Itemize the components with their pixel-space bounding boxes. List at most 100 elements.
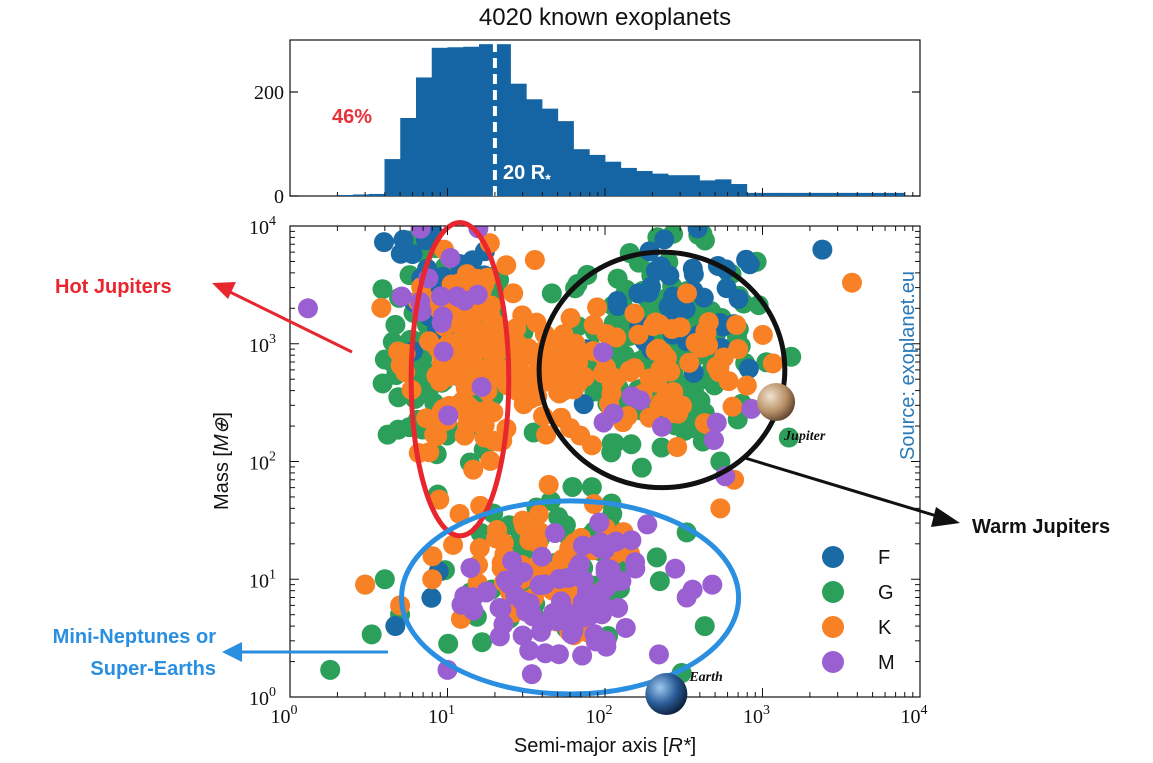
y-axis-unit: M⊕ xyxy=(211,417,233,451)
data-point-M xyxy=(593,412,614,433)
data-point-M xyxy=(545,522,566,543)
data-point-K xyxy=(628,324,649,345)
data-point-F xyxy=(687,226,708,239)
y-tick-label: 103 xyxy=(249,332,276,357)
data-point-G xyxy=(361,624,382,645)
histogram-bar xyxy=(510,83,527,196)
data-point-K xyxy=(443,534,464,555)
histogram-bar xyxy=(337,194,354,196)
earth-label: Earth xyxy=(688,670,723,685)
data-point-F xyxy=(421,587,442,608)
hot-jupiters-arrowhead xyxy=(212,282,236,299)
data-point-M xyxy=(489,597,510,618)
data-point-M xyxy=(606,531,627,552)
histogram-bar xyxy=(794,192,811,196)
data-point-G xyxy=(631,457,652,478)
data-point-K xyxy=(710,498,731,519)
callouts: Hot Jupiters Warm Jupiters Mini-Neptunes… xyxy=(53,276,1111,680)
data-point-G xyxy=(548,507,569,528)
data-point-K xyxy=(566,371,587,392)
legend-marker-K xyxy=(822,616,844,638)
histogram-y-ticks: 0 200 xyxy=(254,82,920,208)
data-point-K xyxy=(355,574,376,595)
histogram-bar xyxy=(431,47,448,196)
data-point-K xyxy=(752,324,773,345)
histogram-bar xyxy=(652,173,669,196)
histogram-y-tick-label: 200 xyxy=(254,82,284,104)
data-point-M xyxy=(665,558,686,579)
data-point-M xyxy=(502,551,523,572)
data-point-G xyxy=(694,616,715,637)
data-point-M xyxy=(625,558,646,579)
x-tick-label: 102 xyxy=(586,703,613,728)
data-point-M xyxy=(585,631,606,652)
data-point-K xyxy=(512,347,533,368)
data-point-M xyxy=(438,405,459,426)
data-point-M xyxy=(498,573,519,594)
data-point-K xyxy=(619,360,640,381)
mini-neptunes-arrowhead xyxy=(222,642,242,662)
data-point-G xyxy=(372,279,393,300)
data-point-G xyxy=(646,547,667,568)
data-point-M xyxy=(615,617,636,638)
histogram-bar xyxy=(605,161,622,196)
histogram-bar xyxy=(447,47,464,196)
x-tick-label: 100 xyxy=(271,703,298,728)
median-label-asterisk: * xyxy=(545,171,551,187)
x-axis-label-text: Semi-major axis xyxy=(514,735,657,757)
data-point-F xyxy=(374,232,395,253)
scatter-ticks xyxy=(289,226,920,698)
data-point-K xyxy=(639,368,660,389)
data-point-M xyxy=(608,597,629,618)
data-point-M xyxy=(637,514,658,535)
source-note: Source: exoplanet.eu xyxy=(897,271,919,460)
x-axis-label: Semi-major axis [R*] xyxy=(514,735,696,757)
median-label: 20 R* xyxy=(503,162,551,187)
legend-label-M: M xyxy=(878,652,895,674)
warm-jupiters-label: Warm Jupiters xyxy=(972,516,1110,538)
warm-jupiters-arrow-line xyxy=(744,456,941,519)
data-point-F xyxy=(654,229,675,250)
data-point-M xyxy=(595,562,616,583)
data-point-G xyxy=(320,659,341,680)
data-point-F xyxy=(738,358,759,379)
hot-jupiters-arrow-line xyxy=(229,290,353,354)
data-point-M xyxy=(590,538,611,559)
y-tick-label: 104 xyxy=(249,214,276,239)
legend-marker-F xyxy=(822,546,844,568)
data-point-M xyxy=(621,530,642,551)
data-point-G xyxy=(412,366,433,387)
data-point-G xyxy=(621,434,642,455)
data-point-G xyxy=(374,569,395,590)
earth-marker: Earth xyxy=(645,670,723,715)
data-point-G xyxy=(649,571,670,592)
jupiter-label: Jupiter xyxy=(783,429,826,444)
data-point-K xyxy=(451,391,472,412)
data-point-K xyxy=(762,353,783,374)
data-point-K xyxy=(419,442,440,463)
data-point-K xyxy=(472,337,493,358)
histogram-bar xyxy=(400,118,417,196)
data-point-K xyxy=(496,255,517,276)
data-point-G xyxy=(438,633,459,654)
data-point-K xyxy=(548,382,569,403)
data-point-K xyxy=(529,521,550,542)
data-point-G xyxy=(607,268,628,289)
data-point-M xyxy=(630,390,651,411)
data-point-M xyxy=(547,611,568,632)
data-point-M xyxy=(703,430,724,451)
legend-marker-M xyxy=(822,651,844,673)
legend-label-K: K xyxy=(878,617,892,639)
data-point-K xyxy=(503,283,524,304)
data-point-K xyxy=(449,503,470,524)
data-point-M xyxy=(530,621,551,642)
histogram-bar xyxy=(778,192,795,196)
data-point-M xyxy=(569,554,590,575)
data-point-K xyxy=(486,528,507,549)
data-point-K xyxy=(483,430,504,451)
data-point-K xyxy=(424,424,445,445)
histogram-bar xyxy=(731,184,748,196)
